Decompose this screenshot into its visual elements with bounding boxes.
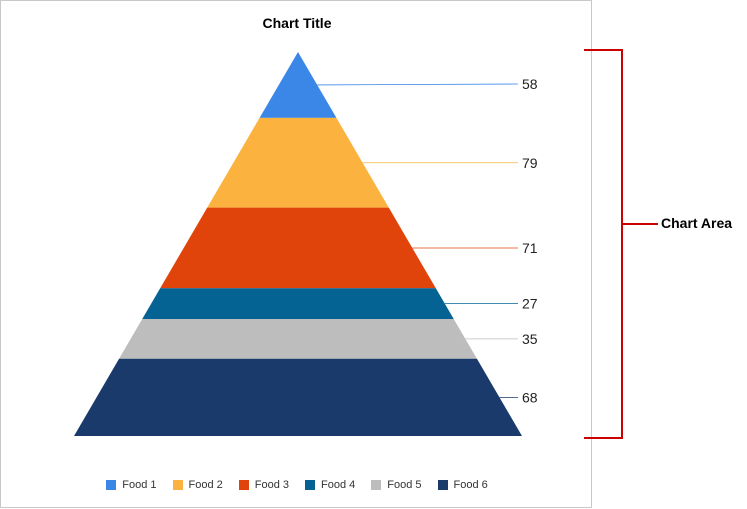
legend-swatch [305,480,315,490]
legend-swatch [371,480,382,490]
legend-swatch [238,480,249,490]
legend-item: Food 3 [238,479,289,491]
legend-swatch [172,480,183,490]
pyramid-segment [142,288,454,319]
legend-label: Food 4 [321,479,356,491]
data-label: 79 [522,155,538,171]
data-label: 35 [522,331,538,347]
pyramid-segment [119,318,477,359]
data-label: 27 [522,296,538,312]
data-label: 68 [522,389,538,405]
legend-swatch [437,480,448,490]
chart-area-label: Chart Area [661,215,733,231]
chart-title: Chart Title [262,15,332,31]
legend-item: Food 4 [305,479,355,491]
data-label: 71 [522,240,538,256]
legend-label: Food 2 [188,479,223,491]
legend-label: Food 3 [254,479,289,491]
legend-item: Food 6 [437,479,488,491]
legend-label: Food 5 [387,479,422,491]
pyramid-segment [160,207,436,289]
pyramid-segment [207,117,389,208]
chart-area: Chart Title 58 79 71 27 35 68 Food 1 Food 2 Foo… [0,0,592,508]
leader-line [317,83,519,86]
chart-area-bracket [584,49,658,439]
pyramid-segment [74,358,522,436]
legend: Food 1 Food 2 Food 3 Food 4 Food 5 Food 6 [1,479,593,491]
pyramid-segment [259,52,337,118]
legend-item: Food 2 [172,479,223,491]
legend-item: Food 5 [371,479,422,491]
legend-label: Food 6 [453,479,488,491]
data-label: 58 [522,76,538,92]
pyramid-chart: 58 79 71 27 35 68 [74,52,538,436]
legend-swatch [106,480,117,490]
legend-label: Food 1 [122,479,157,491]
legend-item: Food 1 [106,479,157,491]
